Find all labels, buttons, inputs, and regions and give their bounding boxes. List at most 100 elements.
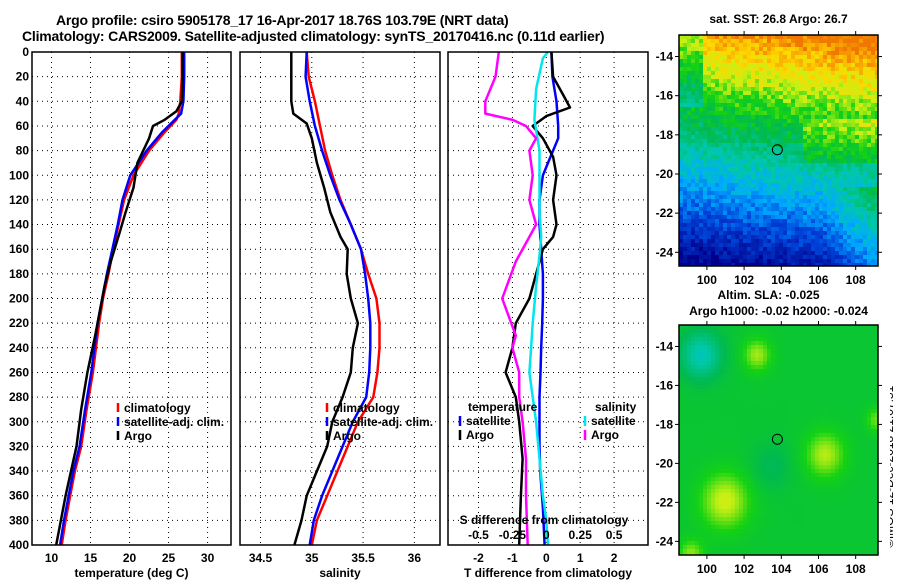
- map-cell: [679, 79, 684, 84]
- map-cell: [739, 139, 744, 144]
- map-cell: [747, 341, 752, 346]
- map-cell: [867, 461, 872, 466]
- map-cell: [823, 43, 828, 48]
- map-cell: [687, 441, 692, 446]
- map-cell: [783, 449, 788, 454]
- map-cell: [803, 127, 808, 132]
- map-cell: [799, 433, 804, 438]
- map-cell: [763, 457, 768, 462]
- map-cell: [699, 79, 704, 84]
- x-tick-label: -2: [473, 551, 484, 565]
- map-cell: [703, 243, 708, 248]
- map-cell: [679, 357, 684, 362]
- map-cell: [791, 469, 796, 474]
- map-cell: [839, 63, 844, 68]
- map-cell: [783, 103, 788, 108]
- map-cell: [767, 441, 772, 446]
- map-cell: [715, 123, 720, 128]
- map-cell: [791, 107, 796, 112]
- map-cell: [759, 63, 764, 68]
- map-cell: [699, 405, 704, 410]
- map-cell: [763, 393, 768, 398]
- map-cell: [815, 151, 820, 156]
- map-cell: [783, 111, 788, 116]
- map-cell: [819, 243, 824, 248]
- map-cell: [683, 381, 688, 386]
- map-cell: [855, 155, 860, 160]
- map-cell: [703, 345, 708, 350]
- map-cell: [787, 449, 792, 454]
- map-cell: [763, 377, 768, 382]
- map-cell: [687, 325, 692, 330]
- map-cell: [755, 393, 760, 398]
- map-cell: [743, 409, 748, 414]
- map-cell: [687, 401, 692, 406]
- map-cell: [731, 397, 736, 402]
- map-cell: [715, 377, 720, 382]
- map-cell: [847, 389, 852, 394]
- map-cell: [855, 119, 860, 124]
- map-cell: [699, 425, 704, 430]
- map-cell: [843, 67, 848, 72]
- map-cell: [839, 119, 844, 124]
- map-cell: [707, 143, 712, 148]
- map-cell: [835, 39, 840, 44]
- map-cell: [859, 159, 864, 164]
- map-cell: [863, 203, 868, 208]
- map-cell: [731, 139, 736, 144]
- map-cell: [827, 421, 832, 426]
- map-cell: [711, 63, 716, 68]
- map-cell: [815, 115, 820, 120]
- map-cell: [755, 127, 760, 132]
- map-cell: [711, 39, 716, 44]
- map-cell: [867, 55, 872, 60]
- map-cell: [779, 127, 784, 132]
- map-cell: [851, 239, 856, 244]
- map-cell: [759, 179, 764, 184]
- map-cell: [727, 123, 732, 128]
- map-cell: [767, 115, 772, 120]
- map-cell: [735, 349, 740, 354]
- map-cell: [819, 329, 824, 334]
- map-cell: [703, 71, 708, 76]
- map-cell: [687, 63, 692, 68]
- map-cell: [691, 453, 696, 458]
- map-cell: [727, 251, 732, 256]
- map-cell: [759, 401, 764, 406]
- map-cell: [843, 215, 848, 220]
- map-cell: [815, 349, 820, 354]
- map-cell: [847, 429, 852, 434]
- map-cell: [699, 55, 704, 60]
- map-cell: [719, 51, 724, 56]
- map-cell: [751, 385, 756, 390]
- map-cell: [759, 167, 764, 172]
- map-cell: [775, 255, 780, 260]
- map-cell: [827, 167, 832, 172]
- map-cell: [835, 175, 840, 180]
- map-cell: [855, 377, 860, 382]
- map-cell: [735, 219, 740, 224]
- map-cell: [847, 59, 852, 64]
- map-cell: [859, 187, 864, 192]
- map-cell: [767, 63, 772, 68]
- map-cell: [691, 457, 696, 462]
- map-cell: [687, 369, 692, 374]
- map-cell: [787, 461, 792, 466]
- map-cell: [823, 211, 828, 216]
- map-cell: [683, 405, 688, 410]
- map-cell: [799, 251, 804, 256]
- map-cell: [815, 473, 820, 478]
- map-cell: [679, 59, 684, 64]
- map-cell: [799, 115, 804, 120]
- map-cell: [783, 453, 788, 458]
- map-cell: [867, 67, 872, 72]
- map-cell: [871, 361, 876, 366]
- map-cell: [771, 59, 776, 64]
- map-cell: [823, 353, 828, 358]
- map-cell: [763, 333, 768, 338]
- map-cell: [827, 211, 832, 216]
- map-cell: [855, 95, 860, 100]
- map-cell: [863, 341, 868, 346]
- map-cell: [679, 239, 684, 244]
- map-cell: [759, 381, 764, 386]
